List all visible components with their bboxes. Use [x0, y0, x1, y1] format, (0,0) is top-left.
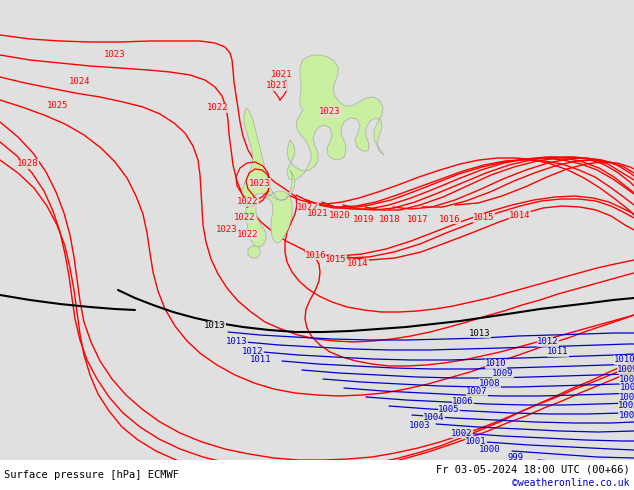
- Text: 1003: 1003: [410, 421, 430, 431]
- Text: 1023: 1023: [104, 50, 126, 59]
- Text: 1015: 1015: [473, 214, 495, 222]
- Text: 1014: 1014: [347, 260, 369, 269]
- Text: Surface pressure [hPa] ECMWF: Surface pressure [hPa] ECMWF: [4, 470, 179, 480]
- Polygon shape: [248, 246, 260, 258]
- Text: 1010: 1010: [614, 356, 634, 365]
- Text: 1021: 1021: [266, 81, 288, 91]
- Text: 1013: 1013: [469, 328, 491, 338]
- Text: 1014: 1014: [509, 212, 531, 220]
- Text: 1010: 1010: [485, 360, 507, 368]
- Text: 1016: 1016: [439, 215, 461, 223]
- Text: 1021: 1021: [307, 210, 329, 219]
- Text: 1016: 1016: [305, 250, 327, 260]
- Text: 1007: 1007: [466, 388, 488, 396]
- Text: 1006: 1006: [619, 392, 634, 401]
- Text: 997: 997: [517, 463, 533, 471]
- Text: 1022: 1022: [234, 214, 256, 222]
- Text: 1004: 1004: [424, 413, 444, 421]
- Polygon shape: [242, 108, 295, 247]
- Text: 1005: 1005: [618, 401, 634, 411]
- Text: 1023: 1023: [216, 225, 238, 235]
- Text: 1009: 1009: [492, 369, 514, 378]
- Bar: [0, 460, 634, 490]
- Text: 1025: 1025: [48, 101, 68, 111]
- Text: Fr 03-05-2024 18:00 UTC (00+66): Fr 03-05-2024 18:00 UTC (00+66): [436, 465, 630, 475]
- Text: 1023: 1023: [249, 178, 271, 188]
- Text: 1023: 1023: [320, 107, 340, 117]
- Text: 1006: 1006: [452, 396, 474, 406]
- Text: 1020: 1020: [329, 212, 351, 220]
- Text: 1022: 1022: [237, 197, 259, 206]
- Text: 1015: 1015: [325, 255, 347, 265]
- Text: 1013: 1013: [204, 321, 226, 330]
- Polygon shape: [287, 55, 384, 180]
- Text: 1018: 1018: [379, 216, 401, 224]
- Text: 1005: 1005: [438, 405, 460, 414]
- Text: 1009: 1009: [618, 365, 634, 373]
- Text: 1002: 1002: [451, 428, 473, 438]
- Text: 1017: 1017: [407, 216, 429, 224]
- Text: 1022: 1022: [207, 103, 229, 113]
- Text: 1012: 1012: [537, 338, 559, 346]
- Text: ©weatheronline.co.uk: ©weatheronline.co.uk: [512, 478, 630, 488]
- Text: 1024: 1024: [69, 77, 91, 87]
- Text: 1028: 1028: [17, 160, 39, 169]
- Text: 1008: 1008: [619, 374, 634, 384]
- Text: 1022: 1022: [237, 230, 259, 240]
- Text: 1019: 1019: [353, 215, 375, 223]
- Text: 1021: 1021: [271, 71, 293, 79]
- Text: 1022: 1022: [297, 203, 319, 213]
- Text: 1011: 1011: [250, 356, 272, 365]
- Text: 1013: 1013: [226, 338, 248, 346]
- Text: 100: 100: [619, 411, 634, 419]
- Text: 1000: 1000: [479, 444, 501, 454]
- Text: 1007: 1007: [620, 384, 634, 392]
- Text: 1012: 1012: [242, 346, 264, 356]
- Text: 1008: 1008: [479, 378, 501, 388]
- Text: 1011: 1011: [547, 347, 569, 357]
- Text: 999: 999: [508, 454, 524, 463]
- Text: 1001: 1001: [465, 437, 487, 445]
